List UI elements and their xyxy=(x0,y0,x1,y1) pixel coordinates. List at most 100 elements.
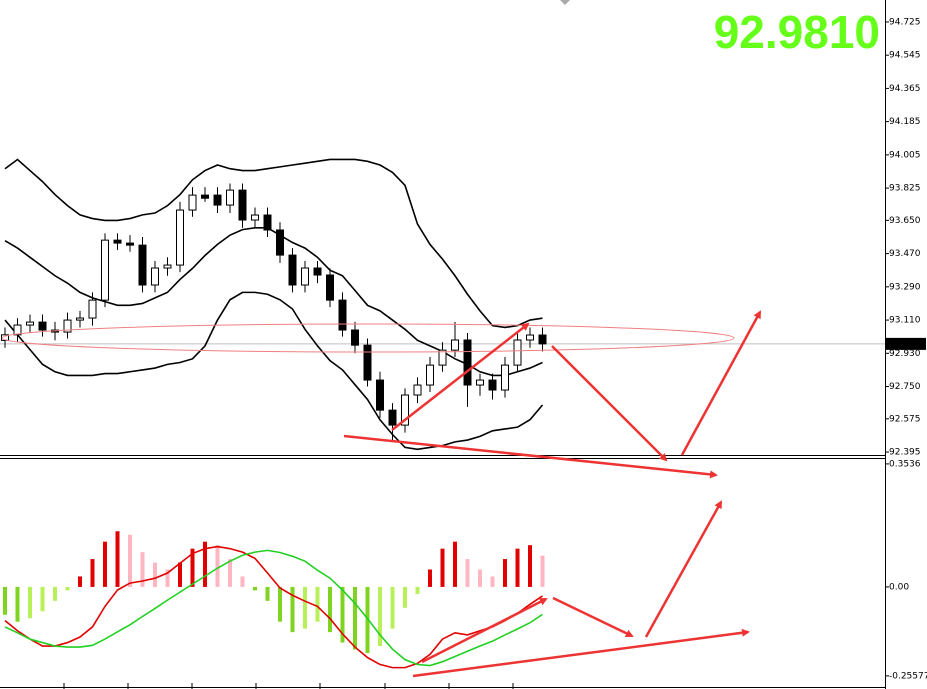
histogram-bar xyxy=(503,559,507,587)
candle-body xyxy=(151,267,159,286)
candle-body xyxy=(126,242,134,246)
histogram-bar xyxy=(153,562,157,587)
arrow xyxy=(552,596,634,638)
histogram-bar xyxy=(215,545,220,587)
candle-body xyxy=(313,267,322,276)
arrow xyxy=(421,597,548,664)
indicator-line xyxy=(4,545,543,669)
x-tick-marks xyxy=(63,683,514,689)
histogram-bar xyxy=(3,586,7,615)
histogram-bar xyxy=(253,586,257,591)
candle-body xyxy=(238,189,247,221)
y-tick-label: 92.395 xyxy=(889,448,921,458)
histogram-bar xyxy=(415,586,420,594)
arrow xyxy=(644,500,723,638)
price-display: 92.9810 xyxy=(714,6,880,58)
histogram-bar xyxy=(478,569,482,587)
histogram-bar xyxy=(403,586,407,608)
histogram-bar xyxy=(203,541,207,587)
candle-body xyxy=(1,334,9,341)
candle-body xyxy=(338,299,347,331)
candle-body xyxy=(388,409,397,426)
ellipse-annotation xyxy=(1,323,735,353)
histogram-bar xyxy=(378,586,382,647)
candle-body xyxy=(138,244,147,286)
candle-body xyxy=(176,209,184,266)
candle-body xyxy=(201,194,209,199)
candle-body xyxy=(426,364,434,386)
histogram-bar xyxy=(28,586,32,619)
candle-body xyxy=(163,264,172,269)
histogram-bar xyxy=(40,586,45,612)
y-tick-label: 94.725 xyxy=(889,17,921,27)
y-tick-label: 94.365 xyxy=(889,84,921,94)
candle-body xyxy=(213,194,222,206)
histogram-bar xyxy=(178,562,182,587)
histogram-bar xyxy=(365,586,370,654)
y-tick-label: 94.185 xyxy=(889,117,921,127)
candle-body xyxy=(301,267,309,286)
histogram-bar xyxy=(490,576,495,587)
candle-body xyxy=(526,334,534,341)
y-tick-label: 0.00 xyxy=(889,582,909,592)
histogram-bar xyxy=(278,586,282,622)
candle-body xyxy=(463,339,472,386)
candle-body xyxy=(476,379,484,386)
candle-body xyxy=(26,321,34,326)
y-tick-label: 93.650 xyxy=(889,216,921,226)
candle-body xyxy=(326,274,334,301)
histogram-bar xyxy=(540,555,545,587)
histogram-bar xyxy=(190,548,195,587)
candle-body xyxy=(413,384,422,396)
histogram-bar xyxy=(315,586,320,622)
y-tick-label: -0.25577 xyxy=(889,671,927,681)
histogram-bar xyxy=(340,586,345,643)
y-tick-label: 93.290 xyxy=(889,282,921,292)
histogram-bar xyxy=(265,586,270,601)
candle-body xyxy=(288,254,297,286)
histogram-bar xyxy=(303,586,307,629)
histogram-bar xyxy=(103,541,107,587)
arrow xyxy=(412,628,750,678)
histogram-bar xyxy=(353,586,357,650)
arrow xyxy=(551,345,668,462)
histogram-bar xyxy=(165,569,170,587)
y-tick-label: 0.3536 xyxy=(889,459,921,469)
arrow xyxy=(343,434,718,479)
y-tick-label: 94.545 xyxy=(889,51,921,61)
histogram-bar xyxy=(465,559,470,587)
last-price-tag xyxy=(886,337,926,350)
y-tick-label: 92.750 xyxy=(889,382,921,392)
candle-body xyxy=(401,394,409,426)
candle-body xyxy=(451,339,459,351)
band-line xyxy=(4,158,543,329)
histogram-bar xyxy=(128,534,132,587)
candle-body xyxy=(438,349,447,366)
histogram-bar xyxy=(240,576,245,587)
candle-body xyxy=(276,229,284,256)
band-line xyxy=(4,226,543,377)
histogram-bar xyxy=(328,586,332,633)
candle-body xyxy=(113,239,122,244)
arrow xyxy=(391,322,530,431)
histogram-bar xyxy=(228,559,232,587)
candle-body xyxy=(501,364,509,391)
y-tick-label: 94.005 xyxy=(889,150,921,160)
candle-body xyxy=(13,324,22,336)
histogram-bar xyxy=(428,569,432,587)
y-tick-label: 92.575 xyxy=(889,414,921,424)
scroll-marker xyxy=(560,0,570,5)
candle-body xyxy=(376,379,384,411)
histogram-bar xyxy=(140,552,145,587)
candle-body xyxy=(88,299,97,319)
candle-body xyxy=(38,321,47,331)
candle-body xyxy=(101,239,109,301)
candle-body xyxy=(538,334,547,345)
candle-body xyxy=(63,319,72,333)
candle-body xyxy=(513,339,522,366)
candle-body xyxy=(351,329,359,346)
last-price-label: 92.981 xyxy=(889,339,921,349)
candle-body xyxy=(226,189,234,206)
